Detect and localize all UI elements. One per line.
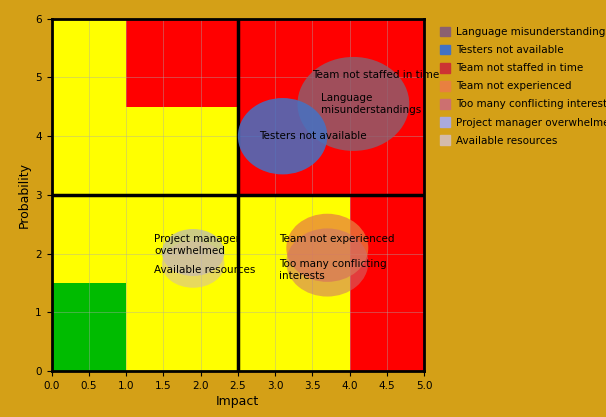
- Text: Project manager
overwhelmed: Project manager overwhelmed: [155, 234, 241, 256]
- Ellipse shape: [162, 229, 224, 276]
- Ellipse shape: [286, 214, 368, 282]
- Bar: [126, 107, 238, 371]
- Bar: [52, 283, 126, 371]
- Text: Team not staffed in time: Team not staffed in time: [313, 70, 439, 80]
- Ellipse shape: [238, 98, 327, 174]
- Legend: Language misunderstandings, Testers not available, Team not staffed in time, Tea: Language misunderstandings, Testers not …: [437, 24, 606, 149]
- Bar: [350, 195, 424, 283]
- Text: Available resources: Available resources: [155, 265, 256, 275]
- Bar: [350, 283, 424, 371]
- Text: Team not experienced: Team not experienced: [279, 234, 395, 244]
- Bar: [238, 283, 350, 371]
- Text: Testers not available: Testers not available: [259, 131, 367, 141]
- Bar: [238, 19, 424, 195]
- Bar: [52, 19, 126, 283]
- Ellipse shape: [298, 57, 409, 151]
- Ellipse shape: [162, 241, 224, 288]
- X-axis label: Impact: Impact: [216, 395, 259, 408]
- Text: Too many conflicting
interests: Too many conflicting interests: [279, 259, 387, 281]
- Text: Language
misunderstandings: Language misunderstandings: [321, 93, 422, 115]
- Y-axis label: Probability: Probability: [18, 162, 31, 228]
- Bar: [238, 195, 350, 283]
- Ellipse shape: [286, 229, 368, 296]
- Bar: [126, 19, 238, 107]
